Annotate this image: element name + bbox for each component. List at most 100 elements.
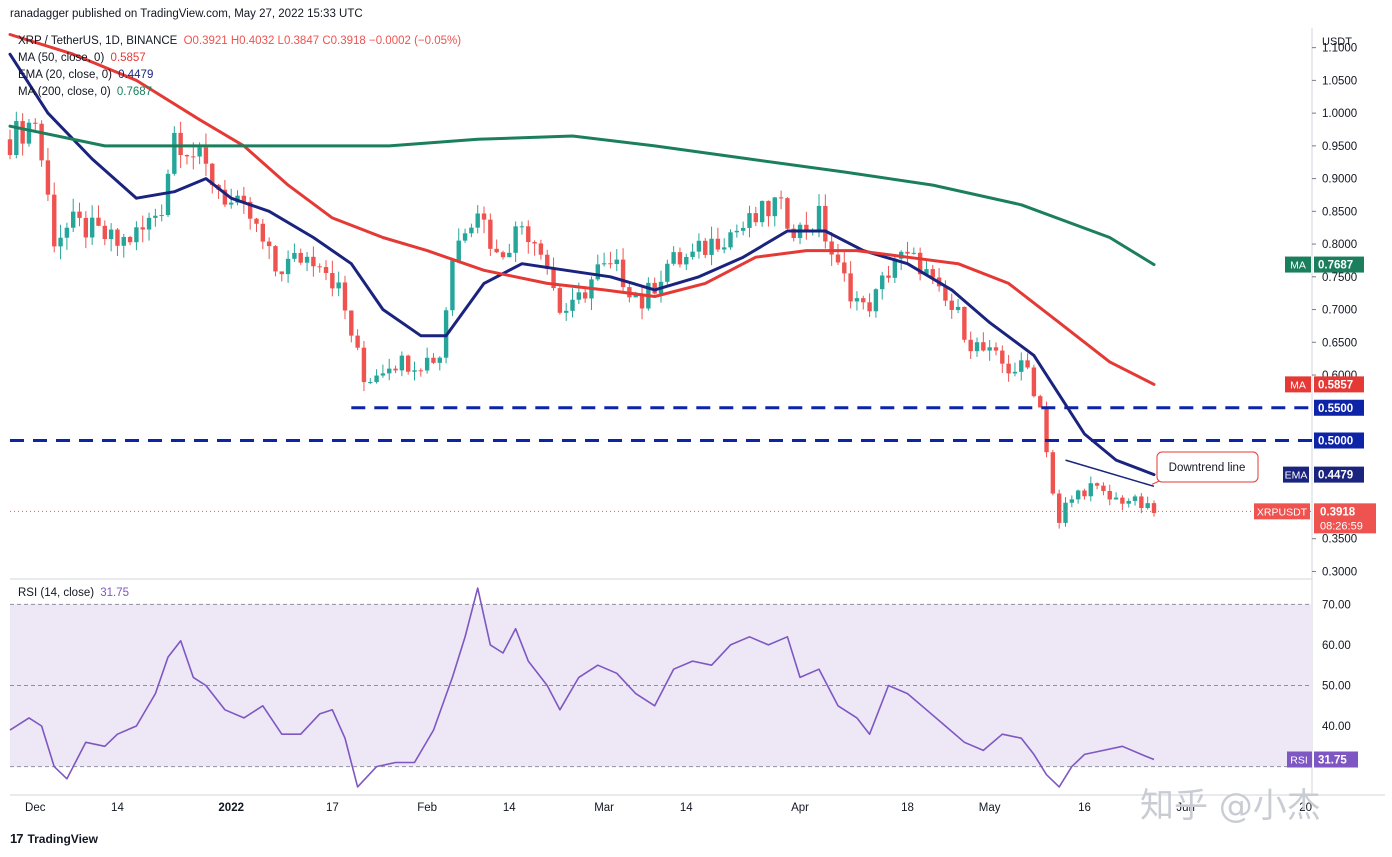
candle-up [911, 252, 917, 254]
candle-down [500, 252, 506, 258]
candle-down [526, 226, 531, 242]
candle-down [279, 271, 284, 275]
level-tag-bg [1314, 432, 1364, 449]
candle-down [222, 189, 228, 205]
time-tick-label: Feb [417, 802, 437, 814]
candle-up [424, 357, 430, 371]
candle-up [172, 132, 177, 174]
candle-up [134, 227, 139, 243]
candle-up [892, 258, 898, 278]
candle-up [165, 173, 171, 216]
candle-down [115, 229, 120, 246]
candle-down [96, 217, 101, 226]
ma200-tag-value-bg [1314, 256, 1364, 273]
candle-up [380, 373, 386, 376]
watermark: 知乎 @小杰 [1140, 786, 1321, 826]
candle-up [955, 306, 961, 310]
symbol-tag-name: XRPUSDT [1257, 506, 1308, 518]
ma50-legend[interactable]: MA (50, close, 0) 0.5857 [18, 52, 146, 64]
candle-down [1107, 490, 1112, 500]
rsi-tag-value: 31.75 [1318, 755, 1347, 767]
candle-down [323, 267, 329, 274]
candle-down [1006, 363, 1011, 374]
candle-down [273, 246, 278, 272]
price-tick-label: 0.6500 [1322, 337, 1357, 349]
ma50-label: MA (50, close, 0) [18, 52, 105, 64]
price-tag-countdown: 08:26:59 [1320, 520, 1363, 532]
candle-down [418, 370, 424, 372]
level-tag-bg [1314, 399, 1364, 416]
candle-up [614, 259, 619, 265]
candle-down [431, 357, 436, 363]
candle-down [968, 339, 973, 352]
candle-up [873, 289, 879, 312]
candle-down [254, 218, 259, 224]
rsi-legend[interactable]: RSI (14, close) 31.75 [18, 587, 129, 599]
ema20-legend[interactable]: EMA (20, close, 0) 0.4479 [18, 69, 153, 81]
candle-up [304, 256, 310, 263]
candle-down [355, 335, 360, 348]
candle-down [203, 147, 209, 164]
price-tag-bg [1314, 503, 1376, 534]
candle-up [1019, 360, 1024, 372]
candle-up [570, 299, 575, 311]
candle-down [652, 282, 657, 294]
ma200-tag-name: MA [1290, 260, 1306, 272]
time-tick-label: 14 [680, 802, 693, 814]
candle-up [880, 275, 885, 290]
time-tick-label: Mar [594, 802, 614, 814]
candle-up [108, 229, 114, 240]
price-tick-label: 0.8500 [1322, 206, 1357, 218]
price-tick-label: 0.7500 [1322, 272, 1357, 284]
candle-down [861, 298, 866, 303]
candle-up [285, 258, 291, 275]
candle-down [753, 213, 759, 223]
candle-up [507, 252, 512, 258]
candle-up [450, 260, 455, 311]
level-tag-value: 0.5000 [1318, 436, 1353, 448]
candle-down [1031, 367, 1037, 397]
price-axis-unit: USDT [1322, 36, 1352, 48]
candle-down [210, 163, 215, 185]
candle-down [241, 195, 247, 202]
ma200-value: 0.7687 [116, 86, 153, 98]
rsi-tag-name-bg [1287, 751, 1312, 768]
downtrend-line [1065, 459, 1155, 488]
candle-up [26, 122, 32, 144]
candle-down [703, 240, 708, 255]
rsi-tag-value-bg [1314, 751, 1358, 768]
candle-down [45, 160, 51, 195]
ohlc-values: O0.3921 H0.4032 L0.3847 C0.3918 −0.0002 … [183, 35, 462, 47]
candle-down [639, 295, 645, 309]
candle-up [690, 251, 695, 257]
candle-down [494, 248, 499, 253]
candle-down [778, 197, 784, 199]
candle-up [387, 368, 392, 374]
candle-up [1012, 371, 1018, 374]
candle-down [342, 282, 348, 311]
candle-down [393, 368, 398, 371]
candle-down [804, 224, 809, 232]
candle-up [722, 247, 727, 250]
candle-down [842, 262, 847, 274]
candle-up [665, 263, 670, 282]
tradingview-footer[interactable]: 17 TradingView [10, 831, 98, 846]
candle-up [1113, 497, 1119, 500]
candle-down [20, 121, 25, 144]
candle-up [368, 382, 373, 384]
candle-down [867, 302, 872, 312]
candle-down [905, 251, 910, 254]
candle-up [1063, 502, 1068, 523]
ema20-label: EMA (20, close, 0) [18, 69, 112, 81]
candle-down [317, 266, 322, 268]
candle-up [437, 357, 442, 363]
ma200-legend[interactable]: MA (200, close, 0) 0.7687 [18, 86, 152, 98]
candle-up [816, 205, 822, 231]
candle-down [39, 123, 44, 161]
symbol-legend[interactable]: XRP / TetherUS, 1D, BINANCE O0.3921 H0.4… [18, 35, 461, 47]
candle-down [140, 227, 145, 230]
candle-down [1056, 493, 1062, 523]
time-tick-label: 14 [503, 802, 516, 814]
candle-down [582, 292, 588, 299]
